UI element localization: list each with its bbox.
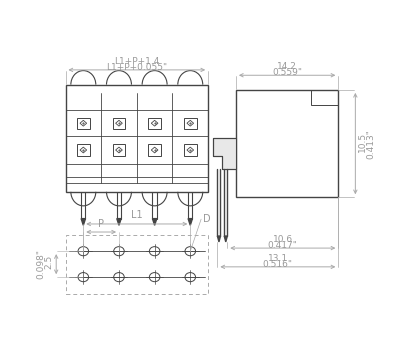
Bar — [148, 118, 161, 129]
Bar — [66, 235, 208, 294]
Bar — [77, 118, 90, 129]
Polygon shape — [188, 219, 192, 225]
Text: 0.413": 0.413" — [366, 129, 376, 159]
Polygon shape — [117, 219, 121, 225]
Bar — [112, 118, 125, 129]
Text: D: D — [203, 214, 210, 224]
Text: 0.559": 0.559" — [272, 68, 302, 77]
Text: 0.098": 0.098" — [36, 249, 45, 279]
Polygon shape — [81, 219, 86, 225]
Polygon shape — [218, 236, 220, 242]
Text: 14.2: 14.2 — [277, 62, 297, 71]
Bar — [66, 85, 208, 192]
Text: P: P — [98, 219, 104, 229]
Polygon shape — [152, 219, 157, 225]
Bar — [148, 144, 161, 156]
Bar — [112, 144, 125, 156]
Text: 13.1: 13.1 — [268, 254, 288, 263]
Text: 2.5: 2.5 — [45, 255, 54, 269]
Text: 0.417": 0.417" — [268, 241, 298, 250]
Polygon shape — [224, 236, 227, 242]
Text: 10.5: 10.5 — [358, 132, 367, 151]
Bar — [184, 118, 197, 129]
Text: L1+P+1.4: L1+P+1.4 — [114, 57, 160, 66]
Text: L1: L1 — [131, 210, 143, 220]
Bar — [236, 90, 338, 197]
Polygon shape — [214, 138, 236, 169]
Bar — [77, 144, 90, 156]
Text: 0.516": 0.516" — [263, 260, 293, 269]
Bar — [184, 144, 197, 156]
Text: 10.6: 10.6 — [273, 235, 293, 244]
Text: L1+P+0.055": L1+P+0.055" — [106, 63, 167, 71]
Bar — [311, 90, 338, 105]
